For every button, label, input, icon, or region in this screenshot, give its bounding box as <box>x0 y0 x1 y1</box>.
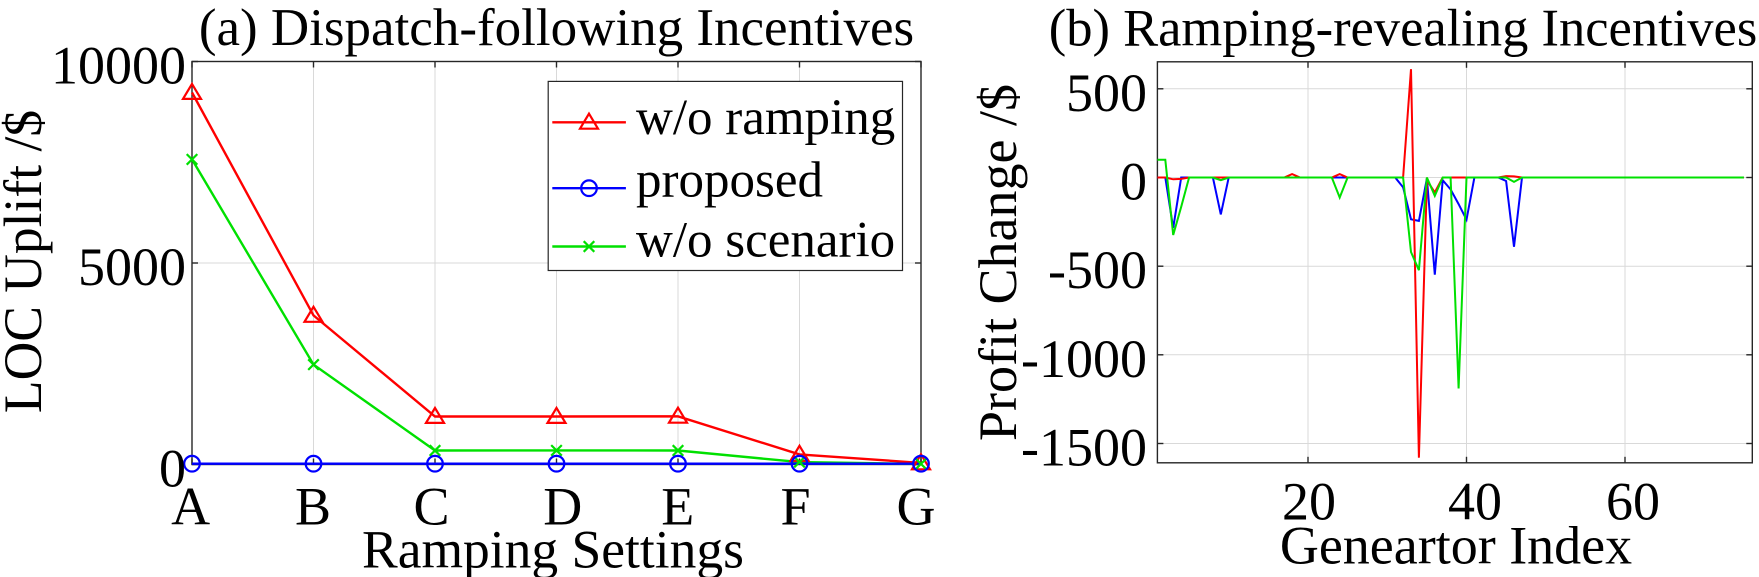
svg-text:G: G <box>897 477 936 537</box>
svg-text:B: B <box>295 477 331 537</box>
svg-text:D: D <box>543 477 582 537</box>
svg-text:w/o scenario: w/o scenario <box>636 213 895 269</box>
svg-text:proposed: proposed <box>636 153 823 209</box>
svg-text:0: 0 <box>1120 152 1147 212</box>
svg-text:A: A <box>171 477 210 537</box>
svg-text:Ramping Settings: Ramping Settings <box>362 520 744 577</box>
svg-text:60: 60 <box>1606 472 1660 532</box>
svg-text:Profit Change /$: Profit Change /$ <box>968 84 1028 441</box>
svg-text:Geneartor Index: Geneartor Index <box>1280 516 1632 576</box>
svg-text:-1000: -1000 <box>1021 329 1147 389</box>
svg-text:w/o ramping: w/o ramping <box>636 90 895 146</box>
svg-text:40: 40 <box>1448 472 1502 532</box>
svg-text:10000: 10000 <box>51 36 186 96</box>
svg-text:5000: 5000 <box>78 237 186 297</box>
svg-text:0: 0 <box>159 439 186 499</box>
svg-text:C: C <box>413 477 449 537</box>
svg-text:LOC Uplift /$: LOC Uplift /$ <box>0 110 53 413</box>
svg-text:E: E <box>661 477 694 537</box>
svg-text:-1500: -1500 <box>1021 418 1147 478</box>
svg-text:(b) Ramping-revealing Incentiv: (b) Ramping-revealing Incentives <box>1049 0 1758 57</box>
svg-text:(a) Dispatch-following Incenti: (a) Dispatch-following Incentives <box>199 0 914 57</box>
svg-text:-500: -500 <box>1048 240 1147 300</box>
svg-text:F: F <box>780 477 810 537</box>
svg-text:20: 20 <box>1282 472 1336 532</box>
svg-text:500: 500 <box>1066 63 1147 123</box>
